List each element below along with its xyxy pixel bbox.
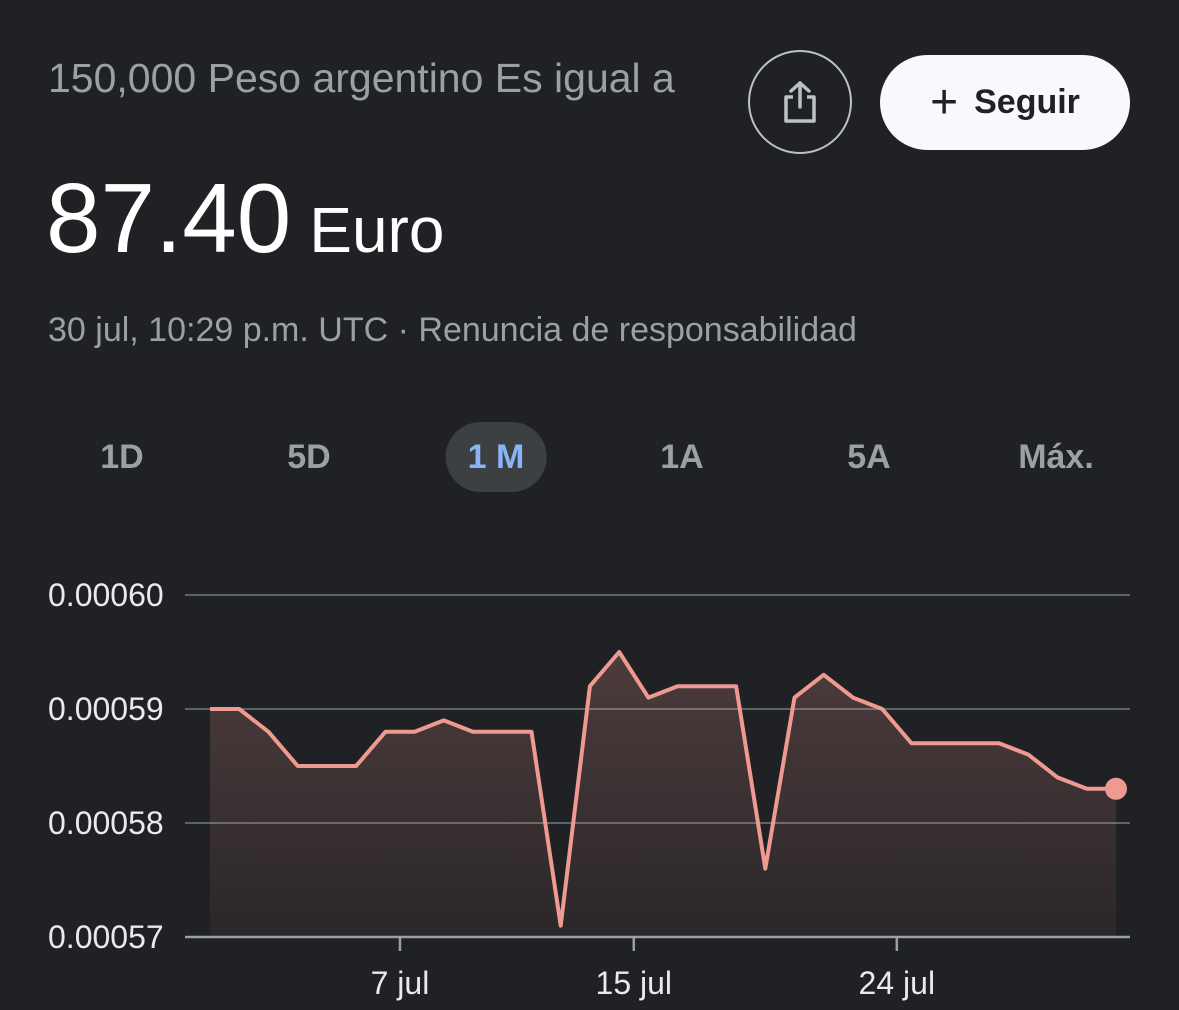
timestamp-line: 30 jul, 10:29 p.m. UTC · Renuncia de res… bbox=[48, 308, 857, 352]
follow-button[interactable]: + Seguir bbox=[880, 55, 1130, 150]
converted-amount: 87.40 Euro bbox=[46, 158, 444, 290]
timestamp: 30 jul, 10:29 p.m. UTC bbox=[48, 311, 389, 349]
conversion-subtitle: 150,000 Peso argentino Es igual a bbox=[48, 55, 675, 101]
series-area bbox=[210, 652, 1116, 937]
x-tick-label: 24 jul bbox=[859, 965, 936, 1001]
tab-max[interactable]: Máx. bbox=[1018, 438, 1094, 476]
separator: · bbox=[397, 311, 409, 349]
share-icon bbox=[784, 81, 816, 123]
plus-icon: + bbox=[930, 75, 959, 129]
y-tick-label: 0.00057 bbox=[48, 919, 164, 955]
tab-1a[interactable]: 1A bbox=[660, 438, 704, 476]
tab-5a[interactable]: 5A bbox=[847, 438, 891, 476]
tab-1d[interactable]: 1D bbox=[100, 438, 144, 476]
amount-value: 87.40 bbox=[46, 163, 292, 273]
tab-5d[interactable]: 5D bbox=[287, 438, 331, 476]
y-tick-label: 0.00059 bbox=[48, 691, 164, 727]
last-data-point bbox=[1105, 777, 1127, 800]
follow-label: Seguir bbox=[974, 83, 1080, 121]
range-tabs: 1D 5D 1 M 1A 5A Máx. bbox=[0, 422, 1179, 492]
disclaimer-link[interactable]: Renuncia de responsabilidad bbox=[418, 311, 857, 349]
amount-currency: Euro bbox=[309, 194, 445, 266]
tab-1m[interactable]: 1 M bbox=[445, 422, 547, 492]
y-tick-label: 0.00058 bbox=[48, 805, 164, 841]
exchange-rate-chart[interactable]: 0.00060 0.00059 0.00058 0.00057 7 jul 15 jul 2… bbox=[0, 560, 1179, 1010]
y-tick-label: 0.00060 bbox=[48, 577, 164, 613]
share-button[interactable] bbox=[748, 50, 852, 154]
x-tick-label: 15 jul bbox=[596, 965, 673, 1001]
series-line bbox=[210, 650, 1116, 928]
x-tick-label: 7 jul bbox=[371, 965, 430, 1001]
